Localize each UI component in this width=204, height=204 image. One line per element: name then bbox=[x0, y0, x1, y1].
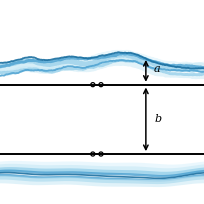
Text: a: a bbox=[154, 64, 161, 74]
Text: b: b bbox=[154, 114, 161, 124]
